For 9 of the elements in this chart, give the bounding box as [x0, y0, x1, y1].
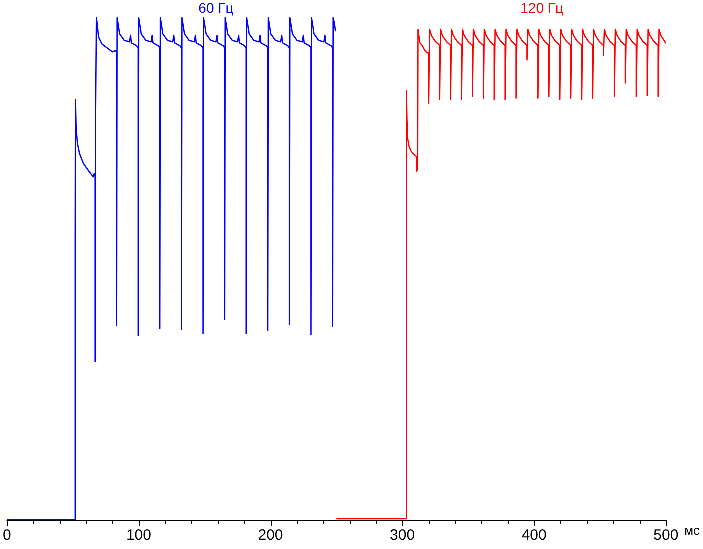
series-label: 120 Гц	[520, 0, 564, 16]
x-tick-label: 400	[522, 527, 547, 544]
x-tick-label: 200	[258, 527, 284, 544]
x-axis-title: мс	[684, 523, 700, 538]
x-tick-label: 0	[3, 527, 12, 544]
x-tick-label: 100	[126, 527, 152, 544]
series-label: 60 Гц	[198, 0, 234, 16]
x-tick-label: 500	[654, 527, 679, 544]
x-tick-label: 300	[390, 527, 416, 544]
